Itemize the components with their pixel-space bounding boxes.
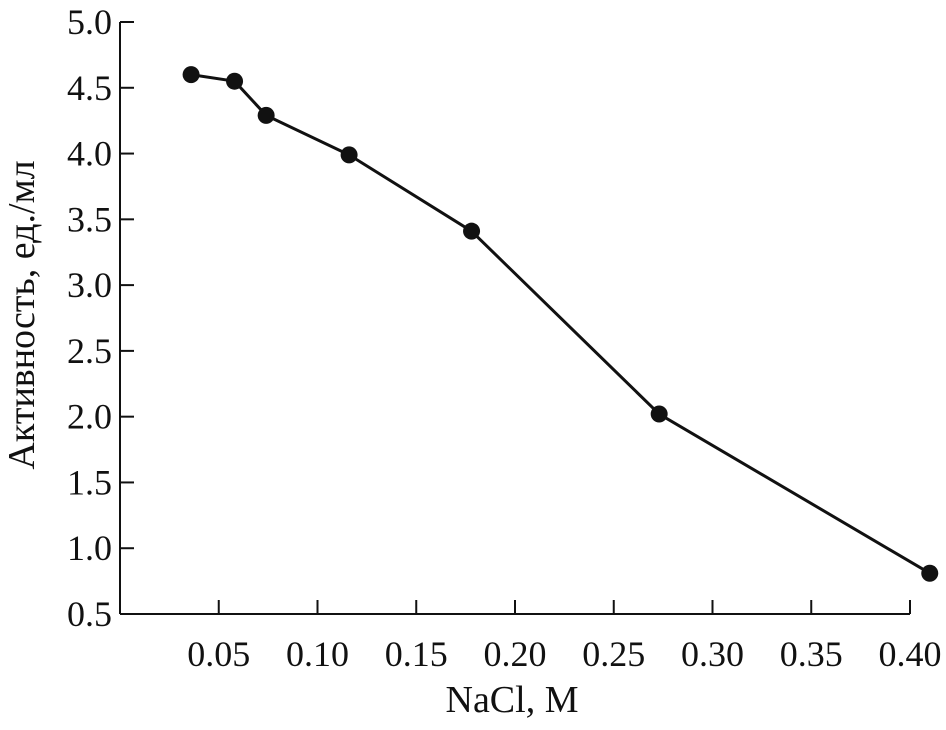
data-point — [463, 222, 481, 240]
y-tick-label: 3.0 — [67, 265, 112, 305]
y-tick-label: 4.5 — [67, 68, 112, 108]
y-tick-label: 0.5 — [67, 594, 112, 634]
data-point — [340, 146, 358, 164]
data-point — [921, 564, 939, 582]
x-tick-label: 0.10 — [286, 634, 349, 674]
y-tick-label: 1.5 — [67, 462, 112, 502]
x-tick-label: 0.05 — [187, 634, 250, 674]
x-tick-label: 0.40 — [879, 634, 942, 674]
y-tick-label: 1.0 — [67, 528, 112, 568]
y-tick-label: 5.0 — [67, 2, 112, 42]
y-tick-label: 2.5 — [67, 331, 112, 371]
x-tick-label: 0.35 — [780, 634, 843, 674]
x-tick-label: 0.30 — [681, 634, 744, 674]
x-tick-label: 0.20 — [484, 634, 547, 674]
x-axis-label: NaCl, M — [446, 679, 579, 721]
data-point — [182, 66, 200, 84]
data-point — [226, 72, 244, 90]
y-axis-label: Активность, ед./мл — [1, 160, 43, 469]
series-line — [190, 73, 931, 575]
data-point — [257, 106, 275, 124]
x-tick-label: 0.25 — [582, 634, 645, 674]
y-tick-label: 2.0 — [67, 397, 112, 437]
y-tick-label: 3.5 — [67, 199, 112, 239]
x-tick-label: 0.15 — [385, 634, 448, 674]
data-point — [650, 405, 668, 423]
plot-area: 0.5 1.0 1.5 2.0 2.5 3.0 3.5 4.0 4.5 5.0 0.05 0.10 0.… — [67, 2, 942, 674]
y-tick-label: 4.0 — [67, 134, 112, 174]
